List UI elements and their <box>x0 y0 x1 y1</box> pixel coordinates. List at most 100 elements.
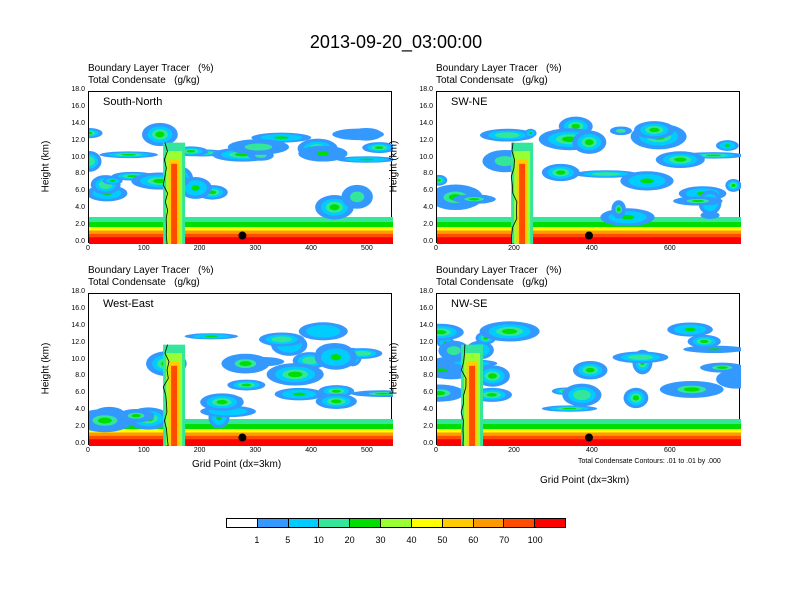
y-tick-label: 14.0 <box>419 119 433 127</box>
y-tick-label: 6.0 <box>75 187 85 195</box>
tracer-blob <box>239 361 252 367</box>
plot-panel-west-east: West-East <box>88 293 393 446</box>
header-line: Boundary Layer Tracer (%) <box>436 63 562 74</box>
tracer-blob <box>273 136 289 139</box>
tracer-blob <box>716 369 741 389</box>
y-tick-label: 10.0 <box>71 355 85 363</box>
y-tick-label: 8.0 <box>423 170 433 178</box>
y-tick-label: 16.0 <box>419 102 433 110</box>
x-axis-label: Grid Point (dx=3km) <box>540 475 630 486</box>
x-tick-label: 200 <box>193 447 206 454</box>
tracer-blob <box>353 351 372 356</box>
panel-label: SW-NE <box>451 96 488 108</box>
y-tick-label: 14.0 <box>419 321 433 329</box>
location-marker <box>585 433 593 442</box>
x-tick-label: 600 <box>664 245 676 252</box>
tracer-blob <box>640 178 654 184</box>
tracer-blob <box>495 132 520 139</box>
x-tick-label: 400 <box>305 447 317 454</box>
colorbar-swatch <box>288 519 320 527</box>
x-tick-label: 400 <box>586 447 598 454</box>
tracer-blob <box>494 156 515 167</box>
tracer-blob <box>359 158 375 161</box>
y-axis-label: Height (km) <box>388 342 400 395</box>
location-marker <box>238 433 247 442</box>
tracer-blob <box>556 170 566 175</box>
x-tick-label: 100 <box>137 447 150 454</box>
tracer-blob <box>330 354 342 361</box>
tracer-blob <box>302 356 318 365</box>
header-line: Boundary Layer Tracer (%) <box>436 265 562 276</box>
y-tick-label: 18.0 <box>71 288 85 295</box>
y-tick-label: 8.0 <box>75 372 85 380</box>
tracer-blob <box>89 131 93 135</box>
contour-note: Total Condensate Contours: .01 to .01 by… <box>578 458 721 465</box>
y-tick-label: 18.0 <box>71 86 85 93</box>
condensate-contour <box>162 344 170 446</box>
tracer-blob <box>288 371 303 378</box>
tracer-blob <box>674 157 687 162</box>
colorbar <box>226 518 566 528</box>
y-tick-label: 8.0 <box>423 372 433 380</box>
colorbar-label: 70 <box>499 535 510 545</box>
colorbar-label: 1 <box>254 535 260 545</box>
y-tick-label: 6.0 <box>75 389 85 397</box>
tracer-band <box>89 439 393 446</box>
y-tick-label: 16.0 <box>71 102 85 110</box>
tracer-blob <box>716 366 728 369</box>
colorbar-label: 5 <box>285 535 291 545</box>
tracer-blob <box>437 390 446 396</box>
colorbar-swatch <box>257 519 289 527</box>
colorbar-label: 30 <box>375 535 386 545</box>
panel-label: West-East <box>103 298 154 310</box>
condensate-contour <box>162 142 169 244</box>
tracer-blob <box>332 128 384 141</box>
x-tick-label: 0 <box>434 447 438 454</box>
tracer-blob <box>271 336 292 343</box>
tracer-blob <box>627 354 654 360</box>
tracer-blob <box>374 146 384 149</box>
tracer-blob <box>204 335 218 338</box>
y-tick-label: 2.0 <box>75 221 85 229</box>
y-tick-label: 6.0 <box>423 389 433 397</box>
convective-column <box>171 163 178 244</box>
tracer-blob <box>706 348 722 351</box>
y-tick-label: 10.0 <box>419 355 433 363</box>
colorbar-label: 20 <box>344 535 355 545</box>
plot-panel-nw-se: NW-SE <box>436 293 741 446</box>
y-tick-label: 18.0 <box>419 288 433 295</box>
tracer-blob <box>97 417 112 424</box>
y-axis-label: Height (km) <box>388 140 400 193</box>
tracer-band <box>437 237 741 244</box>
tracer-blob <box>316 151 330 156</box>
tracer-blob <box>683 387 700 392</box>
tracer-blob <box>437 178 441 182</box>
tracer-blob <box>616 207 621 212</box>
convective-column <box>469 365 476 446</box>
x-tick-label: 500 <box>361 245 373 252</box>
y-tick-label: 10.0 <box>419 153 433 161</box>
colorbar-label: 10 <box>313 535 324 545</box>
tracer-blob <box>375 392 392 395</box>
tracer-blob <box>89 156 95 167</box>
tracer-blob <box>724 144 731 147</box>
plot-area <box>437 321 741 446</box>
y-tick-label: 18.0 <box>419 86 433 93</box>
y-tick-label: 0.0 <box>75 440 85 447</box>
tracer-band <box>437 439 741 446</box>
colorbar-swatch <box>535 519 565 527</box>
y-tick-label: 0.0 <box>423 440 433 447</box>
header-line: Boundary Layer Tracer (%) <box>88 63 214 74</box>
colorbar-label: 60 <box>468 535 479 545</box>
tracer-blob <box>529 132 533 135</box>
y-tick-label: 6.0 <box>423 187 433 195</box>
y-tick-label: 4.0 <box>423 406 433 414</box>
y-tick-label: 10.0 <box>71 153 85 161</box>
y-tick-label: 14.0 <box>71 321 85 329</box>
colorbar-swatch <box>411 519 443 527</box>
tracer-blob <box>331 399 342 404</box>
plot-area <box>89 322 393 446</box>
colorbar-label: 100 <box>527 535 543 545</box>
tracer-blob <box>649 127 660 133</box>
